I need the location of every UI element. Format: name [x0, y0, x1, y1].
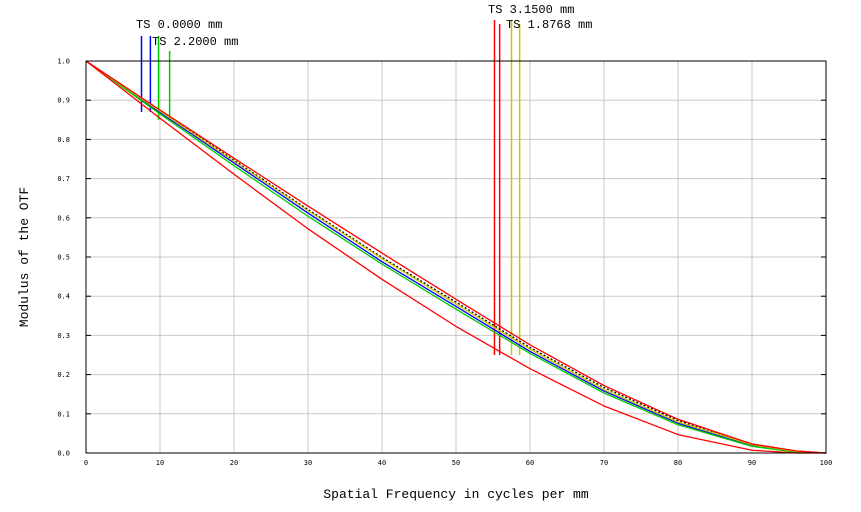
- y-axis-title: Modulus of the OTF: [17, 187, 32, 327]
- mtf-curve: [85, 60, 827, 454]
- x-tick-label: 70: [600, 459, 608, 467]
- x-axis-title: Spatial Frequency in cycles per mm: [323, 487, 588, 502]
- y-tick-label: 0.6: [57, 214, 70, 222]
- y-tick-label: 0.9: [57, 97, 70, 105]
- field-label: TS 2.2000 mm: [152, 35, 238, 49]
- x-tick-label: 60: [526, 459, 534, 467]
- x-tick-label: 10: [156, 459, 164, 467]
- mtf-curve: [85, 60, 827, 454]
- field-markers: [140, 20, 521, 355]
- y-tick-label: 0.4: [57, 293, 70, 301]
- mtf-curve: [85, 60, 826, 454]
- x-tick-label: 0: [84, 459, 88, 467]
- tick-labels: 0 10 20 30 40 50 60 70 80 90 100 0.0 0.1 0.2 0.3 0.4 0.5…: [57, 58, 832, 468]
- y-tick-label: 0.3: [57, 332, 70, 340]
- mtf-curves: [85, 60, 827, 454]
- field-label: TS 1.8768 mm: [506, 18, 592, 32]
- x-tick-label: 90: [748, 459, 756, 467]
- mtf-curve: [85, 60, 827, 454]
- y-tick-label: 0.5: [57, 254, 70, 262]
- x-tick-label: 80: [674, 459, 682, 467]
- mtf-curve: [85, 60, 827, 454]
- y-tick-label: 0.1: [57, 410, 70, 418]
- x-tick-label: 50: [452, 459, 460, 467]
- x-tick-label: 20: [230, 459, 238, 467]
- x-tick-label: 40: [378, 459, 386, 467]
- grid: [85, 60, 827, 454]
- y-tick-label: 1.0: [57, 58, 70, 66]
- x-tick-label: 30: [304, 459, 312, 467]
- field-label: TS 3.1500 mm: [488, 3, 574, 17]
- y-tick-label: 0.0: [57, 450, 70, 458]
- y-tick-label: 0.2: [57, 371, 70, 379]
- mtf-curve: [85, 60, 827, 454]
- field-label: TS 0.0000 mm: [136, 18, 222, 32]
- x-tick-label: 100: [820, 459, 833, 467]
- y-tick-label: 0.8: [57, 136, 70, 144]
- y-tick-label: 0.7: [57, 175, 70, 183]
